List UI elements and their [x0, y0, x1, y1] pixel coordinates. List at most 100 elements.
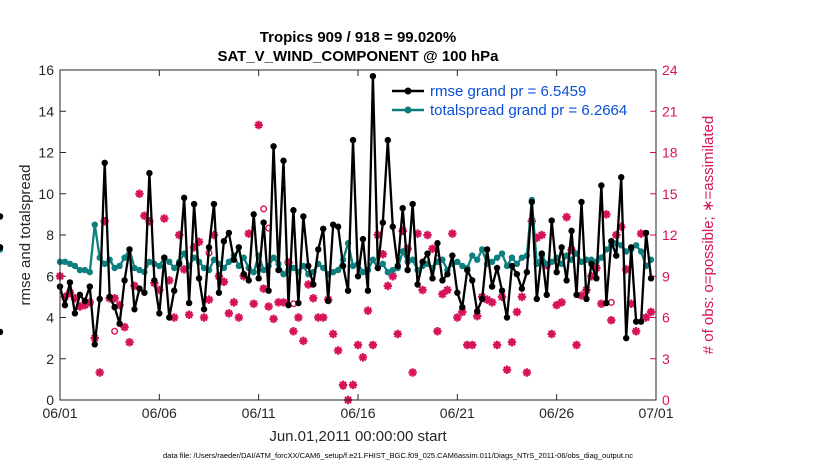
y-tick-label: 4	[46, 310, 54, 326]
assimilated-obs-marker	[274, 298, 283, 307]
assimilated-obs-marker	[179, 265, 189, 274]
assimilated-obs-marker	[130, 281, 139, 291]
rmse-point	[161, 254, 168, 261]
totalspread-point	[469, 252, 476, 259]
legend: rmse grand pr = 6.5459 totalspread grand…	[388, 80, 650, 120]
rmse-point	[310, 281, 317, 288]
assimilated-obs-marker	[433, 327, 442, 336]
assimilated-obs-marker	[319, 313, 328, 322]
rmse-point	[603, 299, 610, 307]
assimilated-obs-marker	[443, 285, 452, 295]
assimilated-obs-marker	[264, 302, 273, 311]
totalspread-point	[578, 258, 585, 266]
rmse-point	[81, 297, 89, 305]
assimilated-obs-marker	[458, 307, 467, 317]
y2-tick-label: 12	[662, 227, 678, 243]
assimilated-obs-marker	[125, 338, 134, 347]
rmse-point	[543, 291, 550, 299]
rmse-point	[320, 225, 327, 233]
plot-frame	[59, 69, 657, 401]
y2-tick-label: 18	[662, 145, 678, 161]
rmse-point	[474, 308, 481, 315]
assimilated-obs-marker	[209, 230, 219, 240]
assimilated-obs-marker	[328, 329, 338, 339]
assimilated-obs-marker	[537, 230, 546, 240]
assimilated-obs-marker	[284, 258, 293, 267]
assimilated-obs-marker	[423, 230, 432, 240]
legend-box	[388, 80, 650, 120]
rmse-point	[101, 159, 108, 167]
assimilated-obs-marker	[368, 340, 378, 350]
rmse-point	[593, 275, 600, 282]
totalspread-point	[513, 260, 521, 268]
assimilated-obs-marker	[110, 294, 119, 303]
rmse-point	[608, 237, 615, 245]
rmse-point	[578, 198, 585, 206]
assimilated-obs-marker	[388, 272, 397, 281]
assimilated-obs-marker	[85, 298, 94, 307]
rmse-point	[136, 285, 143, 292]
assimilated-obs-marker	[631, 327, 641, 336]
totalspread-point	[235, 262, 242, 270]
assimilated-obs-marker	[512, 307, 522, 317]
assimilated-obs-marker	[229, 298, 239, 307]
rmse-point	[573, 291, 580, 299]
totalspread-point	[121, 254, 128, 261]
assimilated-obs-marker	[65, 288, 75, 297]
rmse-point	[329, 221, 337, 228]
rmse-point	[647, 275, 655, 282]
possible-obs-marker	[111, 327, 119, 335]
totalspread-point	[349, 262, 357, 270]
rmse-point	[508, 262, 516, 270]
rmse-point	[61, 301, 69, 309]
assimilated-obs-marker	[393, 329, 402, 339]
rmse-point	[568, 227, 575, 235]
rmse-point	[171, 287, 178, 294]
rmse-point	[86, 283, 94, 290]
assimilated-obs-marker	[145, 217, 154, 226]
assimilated-obs-marker	[646, 307, 656, 317]
rmse-point	[384, 136, 391, 144]
totalspread-point	[632, 242, 640, 249]
x-axis: 06/01 06/06 06/11 06/16 06/21 06/26 07/01	[42, 70, 674, 421]
assimilated-obs-marker	[522, 368, 532, 377]
assimilated-obs-marker	[532, 233, 541, 242]
y2-tick-label: 0	[662, 392, 670, 408]
assimilated-obs-marker	[224, 309, 234, 318]
assimilated-obs-marker	[413, 229, 422, 238]
rmse-point	[354, 273, 362, 280]
rmse-point	[270, 143, 277, 150]
rmse-point	[250, 211, 257, 218]
rmse-point	[389, 223, 396, 230]
totalspread-point	[359, 268, 367, 276]
totalspread-point	[200, 264, 208, 272]
rmse-point	[275, 266, 282, 274]
rmse-point	[493, 264, 501, 272]
assimilated-obs-marker	[383, 281, 392, 291]
rmse-point	[344, 287, 352, 294]
rmse-point	[116, 320, 123, 327]
assimilated-obs-marker	[249, 299, 258, 308]
totalspread-point	[156, 262, 163, 270]
rmse-point	[399, 204, 406, 212]
assimilated-obs-marker	[607, 316, 616, 325]
assimilated-obs-marker	[100, 217, 109, 226]
assimilated-obs-marker	[567, 245, 576, 255]
rmse-point	[265, 287, 272, 294]
assimilated-obs-marker	[463, 340, 472, 350]
assimilated-obs-marker	[453, 313, 462, 322]
assimilated-obs-marker	[547, 329, 556, 339]
rmse-point	[166, 314, 173, 321]
rmse-point	[325, 297, 332, 305]
rmse-point	[553, 268, 560, 276]
rmse-point	[151, 277, 158, 284]
rmse-point	[185, 299, 193, 307]
assimilated-obs-marker	[95, 368, 104, 377]
totalspread-point	[503, 262, 511, 270]
rmse-point	[528, 198, 536, 206]
y-tick-label: 10	[38, 186, 54, 202]
assimilated-obs-marker	[189, 243, 199, 252]
rmse-point	[215, 289, 223, 296]
x-axis-label: Jun.01,2011 00:00:00 start	[269, 428, 447, 445]
y2-axis-label: # of obs: o=possible; ∗=assimilated	[700, 116, 717, 355]
